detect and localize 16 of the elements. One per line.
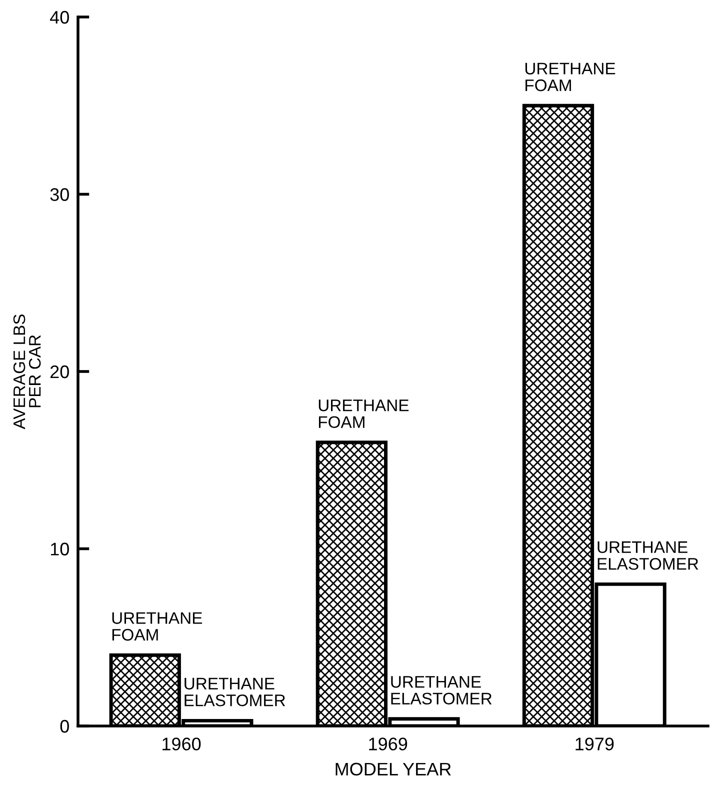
y-tick-label: 40 [50, 10, 69, 24]
x-tick-label: 1979 [576, 738, 614, 750]
y-axis-title: AVERAGE LBS PER CAR [13, 314, 41, 430]
y-tick-label: 10 [50, 542, 69, 556]
series-label: URETHANE ELASTOMER [184, 678, 286, 706]
text: URETHANE ELASTOMER [598, 541, 698, 570]
x-axis-title: MODEL YEAR [336, 762, 451, 776]
series-label: URETHANE FOAM [112, 612, 202, 641]
y-tick-label: 0 [60, 720, 69, 733]
y-tick-label: 30 [50, 188, 69, 201]
x-tick-label: 1969 [369, 738, 408, 750]
text: URETHANE FOAM [318, 400, 409, 428]
text: URETHANE FOAM [525, 62, 616, 92]
y-tick-label: 20 [50, 365, 69, 378]
x-tick-label: 1960 [162, 738, 201, 750]
text: URETHANE ELASTOMER [391, 676, 492, 705]
